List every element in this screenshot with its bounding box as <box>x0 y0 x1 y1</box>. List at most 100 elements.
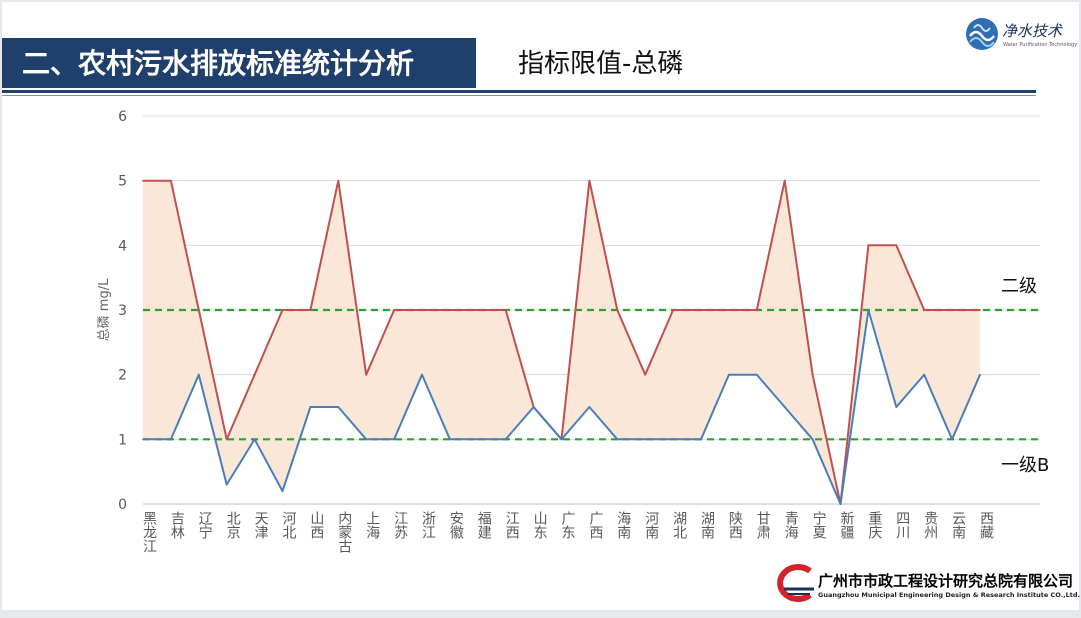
data-point <box>672 438 674 441</box>
x-tick-label: 河南 <box>643 511 659 539</box>
data-point <box>504 309 507 311</box>
data-point <box>616 438 619 441</box>
data-point <box>504 438 507 441</box>
data-point <box>644 438 646 441</box>
x-tick-label: 辽宁 <box>197 511 213 539</box>
data-point <box>170 179 172 182</box>
x-tick-label: 陕西 <box>727 511 743 539</box>
logo-text: 净水技术 <box>1002 22 1063 40</box>
title-divider-thin <box>2 95 1036 96</box>
data-point <box>281 309 284 311</box>
page-subtitle: 指标限值-总磷 <box>518 49 684 79</box>
data-point <box>477 309 479 311</box>
x-tick-label: 广东 <box>560 511 576 539</box>
data-point <box>337 406 340 408</box>
data-point <box>756 373 758 376</box>
data-point <box>672 309 674 311</box>
x-tick-label: 内蒙古 <box>336 511 352 553</box>
x-tick-label: 广西 <box>587 511 603 539</box>
data-point <box>309 406 312 408</box>
x-tick-label: 河北 <box>281 511 297 540</box>
data-point <box>309 309 312 311</box>
data-point <box>225 438 228 441</box>
y-tick-label: 0 <box>118 497 127 513</box>
y-tick-label: 6 <box>118 109 127 125</box>
x-tick-label: 甘肃 <box>755 511 771 539</box>
data-point <box>198 373 200 376</box>
data-point <box>811 438 814 441</box>
data-point <box>225 483 228 486</box>
data-point <box>421 309 423 311</box>
data-point <box>700 309 702 311</box>
data-point <box>253 373 256 376</box>
y-tick-label: 1 <box>118 432 127 448</box>
x-tick-label: 贵州 <box>922 511 938 539</box>
title-divider <box>2 90 1036 93</box>
x-tick-label: 江苏 <box>392 511 408 540</box>
data-point <box>142 179 144 182</box>
x-tick-label: 重庆 <box>866 511 882 539</box>
data-point <box>393 309 395 311</box>
x-tick-label: 湖南 <box>699 511 715 539</box>
data-point <box>588 406 591 408</box>
x-tick-label: 上海 <box>364 511 380 539</box>
y-tick-label: 2 <box>118 368 127 384</box>
x-tick-label: 山西 <box>308 511 324 539</box>
x-tick-label: 浙江 <box>420 511 436 539</box>
data-point <box>923 373 925 376</box>
data-point <box>979 373 981 376</box>
company-name-cn: 广州市市政工程设计研究总院有限公司 <box>818 572 1074 590</box>
y-tick-label: 3 <box>118 303 127 319</box>
x-tick-label: 云南 <box>950 511 966 539</box>
data-point <box>365 373 368 376</box>
range-fill-area <box>143 180 980 504</box>
company-logo-icon <box>777 564 814 602</box>
data-point <box>142 438 144 441</box>
data-point <box>979 309 981 311</box>
data-point <box>951 309 953 311</box>
data-point <box>923 309 925 311</box>
data-point <box>783 179 786 182</box>
x-tick-label: 湖北 <box>671 511 687 540</box>
reference-label-grade-1b: 一级B <box>1001 455 1050 477</box>
data-point <box>198 309 200 311</box>
data-point <box>393 438 395 441</box>
x-tick-label: 江西 <box>504 511 520 539</box>
x-tick-label: 北京 <box>225 511 241 539</box>
data-point <box>421 373 423 376</box>
data-point <box>783 406 786 408</box>
data-point <box>867 309 870 311</box>
data-point <box>895 406 898 408</box>
data-point <box>560 438 563 441</box>
x-tick-label: 青海 <box>783 511 799 539</box>
x-tick-label: 新疆 <box>839 511 855 539</box>
x-tick-label: 天津 <box>253 511 269 539</box>
x-tick-label: 宁夏 <box>811 510 827 539</box>
data-point <box>477 438 479 441</box>
series-lines <box>142 179 981 505</box>
page-title: 二、农村污水排放标准统计分析 <box>22 47 415 80</box>
y-axis-ticks: 0 1 2 3 4 5 6 <box>118 109 127 513</box>
data-point <box>449 309 451 311</box>
company-name-en: Guangzhou Municipal Engineering Design &… <box>818 591 1080 599</box>
x-tick-label: 西藏 <box>978 511 994 539</box>
data-point <box>281 490 284 492</box>
data-point <box>811 373 814 376</box>
x-tick-label: 黑龙江 <box>141 511 157 553</box>
x-tick-label: 山东 <box>532 511 548 539</box>
data-point <box>170 438 172 441</box>
x-tick-label: 四川 <box>894 511 910 539</box>
data-point <box>867 244 870 247</box>
data-point <box>253 438 256 441</box>
data-point <box>449 438 451 441</box>
data-point <box>728 373 730 376</box>
y-tick-label: 4 <box>118 238 127 254</box>
data-point <box>532 406 535 408</box>
y-tick-label: 5 <box>118 174 127 190</box>
data-point <box>588 179 591 182</box>
data-point <box>644 373 646 376</box>
data-point <box>700 438 702 441</box>
x-tick-label: 海南 <box>615 511 631 539</box>
reference-label-grade-2: 二级 <box>1001 276 1037 297</box>
